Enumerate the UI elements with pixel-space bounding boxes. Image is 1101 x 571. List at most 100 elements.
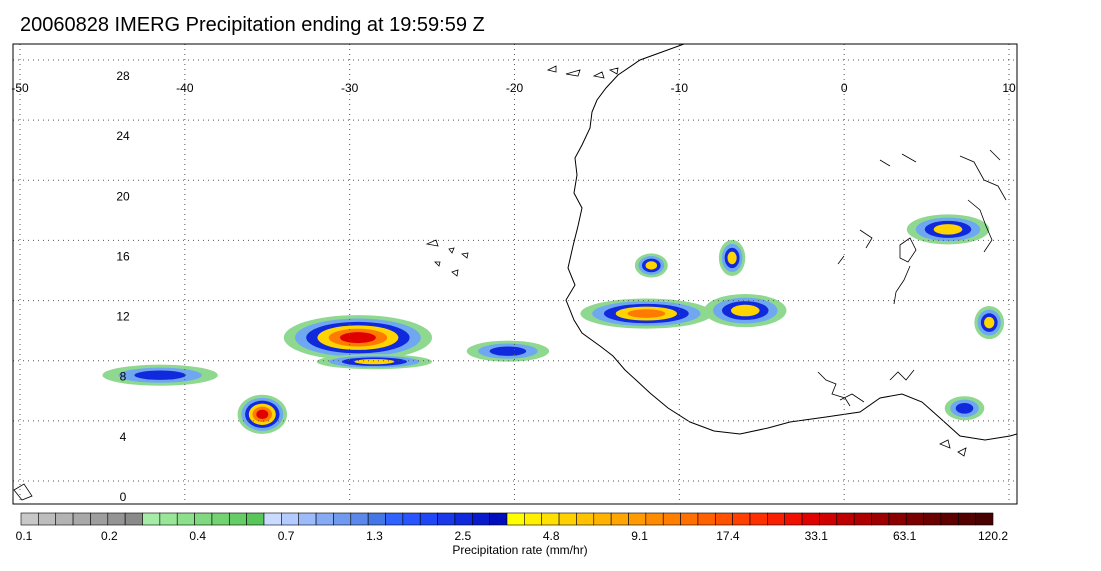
- cape-verde-islands: [425, 239, 469, 277]
- colorbar-swatch: [246, 512, 265, 526]
- precipitation-layer: [102, 214, 1005, 434]
- precip-contour: [645, 261, 658, 270]
- colorbar-tick-label: 2.5: [454, 529, 471, 543]
- colorbar-tick-label: 63.1: [893, 529, 917, 543]
- colorbar-swatch: [957, 512, 976, 526]
- colorbar-swatch: [541, 512, 560, 526]
- colorbar-swatch: [506, 512, 525, 526]
- cluster-atlantic-south: [237, 394, 288, 434]
- precip-contour: [354, 359, 395, 365]
- colorbar-tick-labels: 0.1 0.2 0.4 0.7 1.3 2.5 4.8 9.1 17.4 33.1 63.1 120.…: [16, 529, 1009, 543]
- longitude-tick-label: -30: [341, 81, 359, 95]
- cluster-atlantic-west: [102, 364, 218, 386]
- colorbar-swatch: [437, 512, 456, 526]
- canary-islands: [546, 65, 619, 79]
- latitude-labels: 0 4 8 12 16 20 24 28: [116, 69, 130, 504]
- latitude-tick-label: 20: [116, 189, 130, 203]
- cluster-mali: [718, 239, 746, 276]
- colorbar-swatch: [385, 512, 404, 526]
- colorbar-swatch: [107, 512, 126, 526]
- precip-contour: [727, 251, 737, 265]
- colorbar-swatch: [333, 512, 352, 526]
- cluster-senegal-north: [634, 253, 668, 278]
- precip-contour: [984, 316, 995, 329]
- colorbar-swatch: [905, 512, 924, 526]
- colorbar-swatch: [176, 512, 195, 526]
- cluster-nigeria-east: [974, 306, 1005, 340]
- colorbar-swatch: [281, 512, 300, 526]
- coastline-layer: [13, 44, 1017, 501]
- colorbar-tick-label: 0.7: [278, 529, 295, 543]
- latitude-tick-label: 0: [120, 490, 127, 504]
- colorbar-swatch: [714, 512, 733, 526]
- colorbar-swatch: [263, 512, 282, 526]
- precip-contour: [256, 409, 269, 420]
- cluster-atlantic-central: [283, 315, 433, 361]
- cluster-mali-south: [704, 294, 787, 328]
- colorbar-tick-label: 1.3: [366, 529, 383, 543]
- colorbar-swatch: [315, 512, 334, 526]
- colorbar-swatch: [228, 512, 247, 526]
- colorbar-swatch: [124, 512, 143, 526]
- bight-river-delta: [817, 369, 915, 407]
- latitude-tick-label: 28: [116, 69, 130, 83]
- colorbar-tick-label: 0.4: [189, 529, 206, 543]
- longitude-tick-label: 0: [841, 81, 848, 95]
- colorbar-swatch: [471, 512, 490, 526]
- colorbar-swatch: [20, 512, 39, 526]
- colorbar-swatch: [454, 512, 473, 526]
- cluster-atlantic-band: [316, 354, 433, 370]
- colorbar-tick-label: 120.2: [978, 529, 1008, 543]
- colorbar-tick-label: 4.8: [543, 529, 560, 543]
- precip-contour: [489, 346, 527, 356]
- longitude-tick-label: -20: [506, 81, 524, 95]
- colorbar-swatch: [159, 512, 178, 526]
- colorbar-swatch: [628, 512, 647, 526]
- colorbar-swatch: [402, 512, 421, 526]
- cluster-cameroon: [944, 396, 985, 421]
- colorbar-tick-label: 0.1: [16, 529, 33, 543]
- precip-contour: [134, 370, 186, 380]
- cluster-niger: [906, 214, 990, 245]
- colorbar-swatch: [975, 512, 994, 526]
- colorbar-swatch: [819, 512, 838, 526]
- longitude-tick-label: -40: [176, 81, 194, 95]
- precip-contour: [627, 309, 666, 318]
- colorbar-swatch: [593, 512, 612, 526]
- colorbar-swatch: [367, 512, 386, 526]
- colorbar-swatch: [871, 512, 890, 526]
- colorbar-swatch: [211, 512, 230, 526]
- graticule: [13, 44, 1017, 504]
- colorbar-swatch: [55, 512, 74, 526]
- longitude-labels: -50 -40 -30 -20 -10 0 10: [11, 81, 1016, 95]
- colorbar-swatch: [732, 512, 751, 526]
- colorbar-swatch: [749, 512, 768, 526]
- colorbar-swatch: [697, 512, 716, 526]
- colorbar-swatch: [801, 512, 820, 526]
- colorbar-swatch: [888, 512, 907, 526]
- cluster-cape-verde-west: [466, 340, 550, 362]
- latitude-tick-label: 4: [120, 430, 127, 444]
- colorbar-swatch: [662, 512, 681, 526]
- longitude-tick-label: -50: [11, 81, 29, 95]
- colorbar-tick-label: 9.1: [631, 529, 648, 543]
- cluster-guinea: [580, 298, 713, 329]
- precip-contour: [339, 332, 376, 344]
- longitude-tick-label: -10: [671, 81, 689, 95]
- colorbar-tick-label: 17.4: [716, 529, 740, 543]
- colorbar-swatch: [576, 512, 595, 526]
- colorbar-tick-label: 33.1: [805, 529, 829, 543]
- colorbar-swatch: [524, 512, 543, 526]
- colorbar-swatch: [38, 512, 57, 526]
- precip-contour: [730, 304, 760, 317]
- gulf-islands: [13, 439, 967, 501]
- colorbar-swatch: [419, 512, 438, 526]
- map-title: 20060828 IMERG Precipitation ending at 1…: [20, 14, 485, 36]
- longitude-tick-label: 10: [1002, 81, 1016, 95]
- map-frame: [12, 43, 1018, 505]
- colorbar-swatch: [680, 512, 699, 526]
- latitude-tick-label: 8: [120, 370, 127, 384]
- colorbar-swatch: [853, 512, 872, 526]
- colorbar-label: Precipitation rate (mm/hr): [452, 543, 588, 557]
